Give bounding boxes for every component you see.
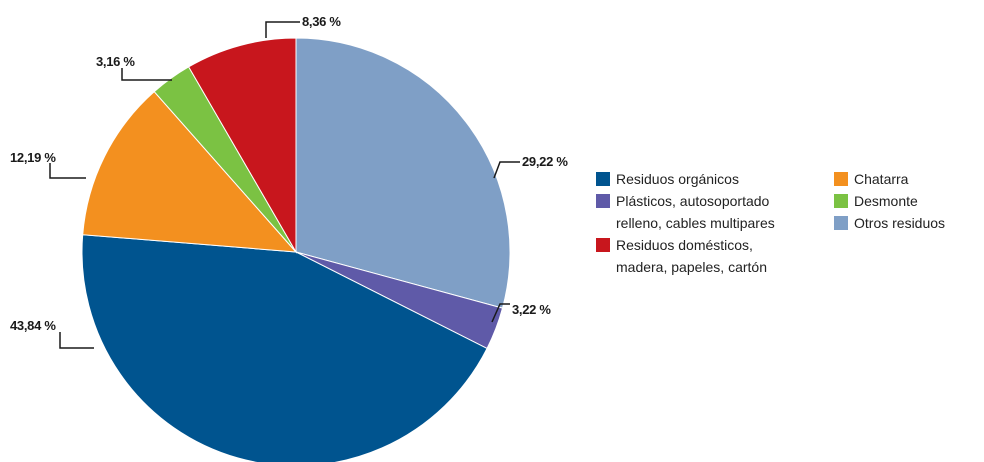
- pie-slices: [81, 37, 511, 462]
- legend-label: relleno, cables multipares: [616, 215, 775, 231]
- data-label-otros-residuos: 29,22 %: [522, 154, 568, 169]
- legend-swatch: [596, 194, 610, 208]
- legend-label: Chatarra: [854, 171, 909, 187]
- legend-label: Residuos domésticos,: [616, 237, 753, 253]
- leader-line: [265, 21, 300, 38]
- leader-line: [493, 161, 520, 179]
- legend-label: Desmonte: [854, 193, 918, 209]
- leader-line: [59, 332, 94, 349]
- pie-slice-chatarra: [82, 90, 298, 253]
- leader-line: [49, 163, 86, 179]
- legend-label: Plásticos, autosoportado: [616, 193, 770, 209]
- leader-line: [491, 303, 510, 323]
- pie-slice-otros-residuos: [295, 37, 511, 309]
- legend-swatch: [596, 238, 610, 252]
- legend-label: Otros residuos: [854, 215, 945, 231]
- legend-label: madera, papeles, cartón: [616, 259, 767, 275]
- legend: Residuos orgánicos Plásticos, autosoporta…: [596, 171, 945, 275]
- leader-lines: [49, 21, 520, 349]
- data-label-residuos-domesticos-madera-papeles-carton: 8,36 %: [302, 14, 341, 29]
- pie-data-labels: 29,22 % 3,22 % 43,84 % 12,19 % 3,16 % 8,36 %: [10, 14, 569, 333]
- legend-swatch: [834, 216, 848, 230]
- pie-slice-residuos-organicos: [81, 234, 488, 462]
- legend-label: Residuos orgánicos: [616, 171, 739, 187]
- legend-swatch: [834, 194, 848, 208]
- data-label-chatarra: 12,19 %: [10, 150, 56, 165]
- data-label-plasticos-autosoportado-relleno-cables-multipares: 3,22 %: [512, 302, 551, 317]
- pie-slice-residuos-domesticos-madera-papeles-carton: [187, 37, 297, 254]
- data-label-desmonte: 3,16 %: [96, 54, 135, 69]
- legend-swatch: [834, 172, 848, 186]
- leader-line: [121, 68, 172, 81]
- data-label-residuos-organicos: 43,84 %: [10, 318, 56, 333]
- legend-swatch: [596, 172, 610, 186]
